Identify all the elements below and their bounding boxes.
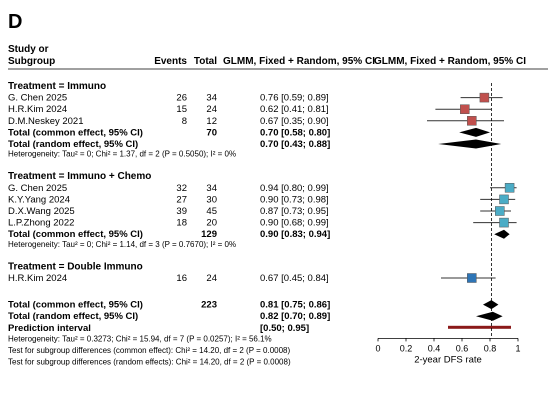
overall-random-diamond [476,311,503,321]
study-marker [495,206,505,216]
study-marker [460,104,470,114]
study-events: 27 [176,194,187,205]
study-ci-text: 0.90 [0.68; 0.99] [260,218,329,229]
study-marker [504,183,515,193]
prediction-ci-text: [0.50; 0.95] [260,323,309,334]
study-name: D.X.Wang 2025 [8,206,75,217]
study-events: 15 [176,104,187,115]
subgroup-test-random: Test for subgroup differences (random ef… [8,358,291,367]
study-ci-text: 0.67 [0.45; 0.84] [260,273,329,284]
study-total: 12 [206,116,217,127]
header-ci-text: GLMM, Fixed + Random, 95% CI [223,56,375,67]
study-name: K.Y.Yang 2024 [8,194,70,205]
study-total: 34 [206,183,217,194]
subgroup-common-total: 129 [201,229,217,240]
study-name: G. Chen 2025 [8,183,67,194]
study-ci-text: 0.94 [0.80; 0.99] [260,183,329,194]
overall-random-label: Total (random effect, 95% CI) [8,311,138,322]
study-name: H.R.Kim 2024 [8,273,67,284]
study-events: 26 [176,93,187,104]
subgroup-heterogeneity: Heterogeneity: Tau² = 0; Chi² = 1.14, df… [8,240,236,249]
study-marker [467,116,477,126]
subgroup-common-label: Total (common effect, 95% CI) [8,229,143,240]
study-marker [499,217,509,228]
overall-random-ci-text: 0.82 [0.70; 0.89] [260,311,330,322]
study-name: L.P.Zhong 2022 [8,218,74,229]
subgroup-common-diamond [459,127,490,137]
overall-heterogeneity: Heterogeneity: Tau² = 0.3273; Chi² = 15.… [8,334,272,343]
subgroup-common-label: Total (common effect, 95% CI) [8,127,143,138]
study-ci-text: 0.67 [0.35; 0.90] [260,116,329,127]
x-axis: 0 0.2 0.4 0.6 0.8 1 2-year DFS rate [375,337,521,365]
study-total: 24 [206,104,217,115]
x-tick-label: 0.2 [400,343,413,353]
subgroup-heterogeneity: Heterogeneity: Tau² = 0; Chi² = 1.37, df… [8,150,236,159]
subgroup-test-common: Test for subgroup differences (common ef… [8,346,290,355]
x-axis-label: 2-year DFS rate [414,354,482,365]
study-total: 24 [206,273,217,284]
subgroup-title: Treatment = Double Immuno [8,261,143,272]
study-marker [499,194,509,205]
overall-common-ci-text: 0.81 [0.75; 0.86] [260,300,330,311]
study-events: 8 [182,116,187,127]
subgroup-title: Treatment = Immuno + Chemo [8,171,151,182]
header-events: Events [154,56,187,67]
subgroup-common-diamond [494,229,510,239]
header-study: Study or [8,44,49,55]
column-headers: Study or Subgroup Events Total GLMM, Fix… [8,44,548,70]
study-total: 34 [206,93,217,104]
header-subgroup: Subgroup [8,56,55,67]
study-events: 18 [176,218,187,229]
study-name: G. Chen 2025 [8,93,67,104]
study-events: 39 [176,206,187,217]
header-total: Total [194,56,217,67]
forest-marks [427,83,517,339]
study-total: 20 [206,218,217,229]
study-total: 45 [206,206,217,217]
study-events: 16 [176,273,187,284]
prediction-interval-bar [448,325,511,329]
panel-label: D [8,11,22,33]
study-marker [467,273,477,283]
x-tick-label: 0.4 [428,343,441,353]
x-tick-label: 1 [515,343,520,353]
subgroup-title: Treatment = Immuno [8,81,106,92]
overall-common-diamond [483,300,499,310]
x-tick-label: 0.6 [456,343,469,353]
study-name: H.R.Kim 2024 [8,104,67,115]
subgroup-random-ci-text: 0.70 [0.43; 0.88] [260,139,330,150]
study-events: 32 [176,183,187,194]
study-ci-text: 0.62 [0.41; 0.81] [260,104,329,115]
subgroup-common-total: 70 [206,127,217,138]
x-tick-label: 0 [375,343,380,353]
study-ci-text: 0.76 [0.59; 0.89] [260,93,329,104]
study-name: D.M.Neskey 2021 [8,116,84,127]
header-ci-plot: GLMM, Fixed + Random, 95% CI [374,56,526,67]
subgroup-common-ci-text: 0.70 [0.58; 0.80] [260,127,330,138]
study-ci-text: 0.90 [0.73; 0.98] [260,194,329,205]
overall-common-label: Total (common effect, 95% CI) [8,300,143,311]
subgroup-random-diamond [438,139,502,149]
subgroup-common-ci-text: 0.90 [0.83; 0.94] [260,229,330,240]
overall-common-total: 223 [201,300,217,311]
x-tick-label: 0.8 [484,343,497,353]
study-marker [479,92,490,103]
study-total: 30 [206,194,217,205]
subgroup-random-label: Total (random effect, 95% CI) [8,139,138,150]
prediction-label: Prediction interval [8,323,91,334]
study-ci-text: 0.87 [0.73; 0.95] [260,206,329,217]
